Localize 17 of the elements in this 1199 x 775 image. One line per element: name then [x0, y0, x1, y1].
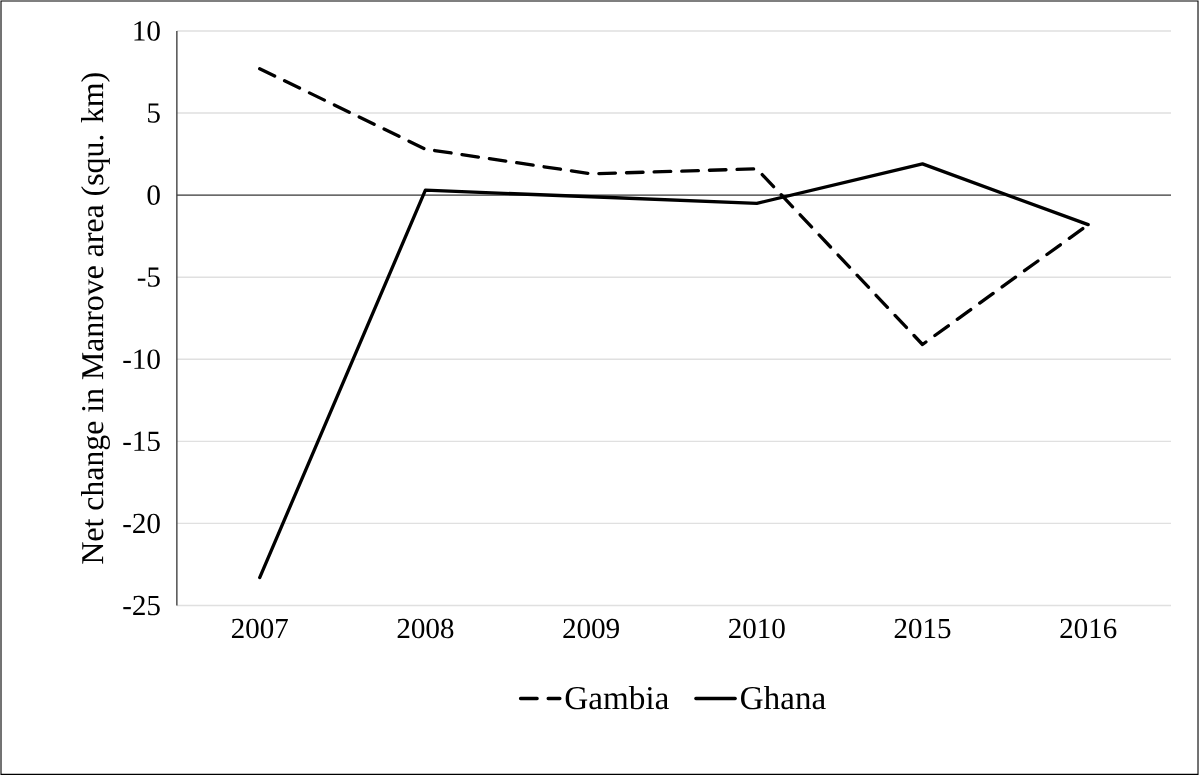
y-tick-label: 5: [148, 103, 160, 123]
y-tick-label: -15: [123, 431, 160, 451]
x-tick-label: 2010: [729, 618, 785, 639]
y-tick-label: -20: [123, 513, 160, 534]
legend-label: Gambia: [565, 685, 669, 710]
x-tick-label: 2007: [231, 618, 288, 639]
y-tick-label: -5: [137, 267, 160, 287]
y-tick-label: 10: [134, 21, 160, 41]
x-tick-label: 2008: [397, 618, 454, 639]
y-tick-label: -10: [123, 349, 160, 369]
y-tick-label: -25: [123, 595, 160, 616]
x-tick-label: 2016: [1060, 618, 1117, 639]
y-axis-title: Net change in Manrove area (squ. km): [81, 73, 110, 564]
y-tick-label: 0: [147, 185, 160, 205]
x-tick-label: 2009: [563, 618, 619, 639]
x-tick-label: 2015: [894, 618, 951, 639]
legend-label: Ghana: [741, 685, 826, 710]
